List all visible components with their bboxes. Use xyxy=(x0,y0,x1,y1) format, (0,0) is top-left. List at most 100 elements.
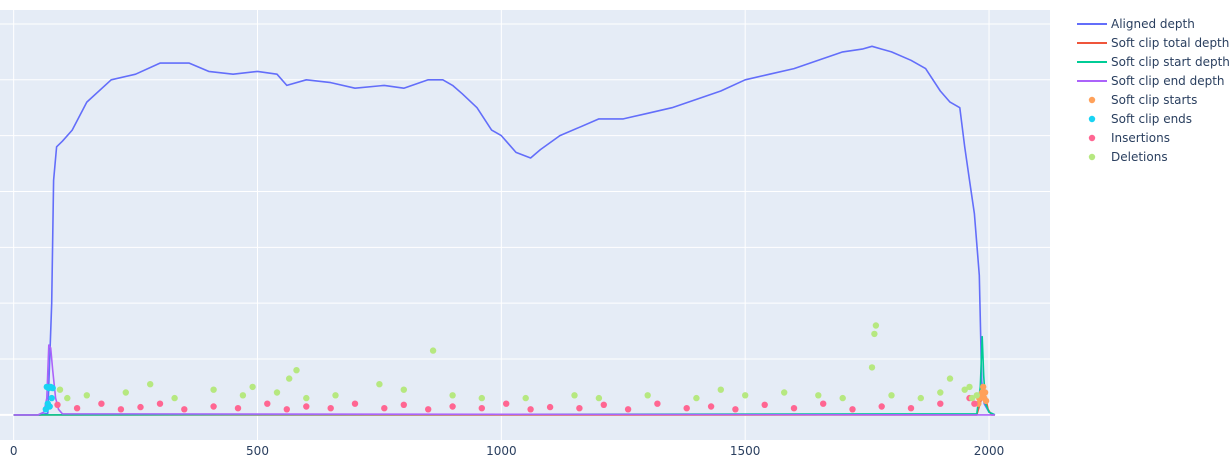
data-point xyxy=(98,400,105,407)
data-point xyxy=(868,364,876,371)
series-2 xyxy=(13,335,996,416)
x-tick-label: 1500 xyxy=(730,444,761,458)
data-point xyxy=(49,384,56,392)
data-point xyxy=(820,400,827,407)
data-point xyxy=(54,401,61,408)
legend-item[interactable]: Soft clip ends xyxy=(1088,112,1192,126)
data-point xyxy=(693,394,700,402)
data-point xyxy=(790,405,798,412)
data-point xyxy=(56,386,64,393)
series-6 xyxy=(54,394,978,413)
data-point xyxy=(973,392,980,399)
data-point xyxy=(449,403,456,410)
data-point xyxy=(381,405,388,412)
data-point xyxy=(732,406,739,413)
data-point xyxy=(503,400,510,407)
data-point xyxy=(937,400,944,407)
x-gridlines xyxy=(13,10,990,440)
data-point xyxy=(917,394,924,402)
data-point xyxy=(878,403,885,410)
data-point xyxy=(137,403,144,411)
x-tick-label: 0 xyxy=(10,444,18,458)
data-point xyxy=(181,406,188,413)
data-point xyxy=(683,405,690,412)
legend-item[interactable]: Soft clip total depth xyxy=(1077,36,1229,50)
data-point xyxy=(546,403,554,411)
legend-label: Soft clip start depth xyxy=(1111,55,1230,69)
data-point xyxy=(522,394,529,402)
data-point xyxy=(293,367,300,374)
data-point xyxy=(527,406,534,413)
legend-item[interactable]: Aligned depth xyxy=(1077,17,1195,31)
legend-label: Soft clip ends xyxy=(1111,112,1192,126)
data-point xyxy=(156,400,164,407)
data-point xyxy=(273,389,281,396)
series-line xyxy=(13,45,996,416)
data-point xyxy=(239,392,247,399)
data-point xyxy=(781,389,788,396)
data-point xyxy=(83,392,91,399)
data-point xyxy=(946,375,954,382)
x-tick-label: 1000 xyxy=(486,444,517,458)
data-point xyxy=(571,392,578,399)
data-point xyxy=(871,330,878,338)
data-point xyxy=(117,406,125,413)
data-point xyxy=(425,406,432,413)
plot-background xyxy=(0,10,1050,440)
data-point xyxy=(968,394,976,402)
legend-item[interactable]: Insertions xyxy=(1088,131,1170,145)
legend-swatch-marker xyxy=(1088,134,1096,142)
legend-swatch-marker xyxy=(1088,115,1096,123)
x-tick-label: 500 xyxy=(246,444,269,458)
series-layer xyxy=(13,45,996,416)
data-point xyxy=(376,381,383,388)
data-point xyxy=(742,392,749,399)
data-point xyxy=(351,400,359,407)
data-point xyxy=(210,386,217,393)
legend-label: Soft clip end depth xyxy=(1111,74,1225,88)
data-point xyxy=(980,383,987,391)
data-point xyxy=(624,406,632,413)
legend-item[interactable]: Soft clip end depth xyxy=(1077,74,1225,88)
series-5 xyxy=(42,383,56,413)
data-point xyxy=(717,386,724,393)
legend-item[interactable]: Soft clip start depth xyxy=(1077,55,1230,69)
data-point xyxy=(327,405,334,412)
data-point xyxy=(303,403,310,410)
data-point xyxy=(400,401,407,408)
data-point xyxy=(839,394,846,402)
legend-item[interactable]: Deletions xyxy=(1088,150,1168,164)
data-point xyxy=(815,392,822,399)
legend-label: Soft clip total depth xyxy=(1111,36,1229,50)
data-point xyxy=(888,392,895,399)
series-line xyxy=(13,335,996,416)
data-point xyxy=(654,400,661,407)
data-point xyxy=(982,397,990,405)
legend-swatch-marker xyxy=(1088,153,1096,161)
data-point xyxy=(478,394,485,402)
data-point xyxy=(449,392,456,399)
data-point xyxy=(644,392,651,399)
data-point xyxy=(283,406,290,413)
legend-label: Insertions xyxy=(1111,131,1170,145)
legend-label: Aligned depth xyxy=(1111,17,1195,31)
data-point xyxy=(761,401,768,408)
data-point xyxy=(249,383,256,391)
legend[interactable]: Aligned depth Soft clip total depth Soft c… xyxy=(1077,17,1230,164)
data-point xyxy=(707,403,715,410)
data-point xyxy=(849,406,856,413)
data-point xyxy=(961,386,968,393)
data-point xyxy=(595,394,603,402)
data-point xyxy=(600,401,607,408)
x-tick-label: 2000 xyxy=(974,444,1005,458)
legend-swatch-marker xyxy=(1088,96,1096,104)
data-point xyxy=(332,392,339,399)
data-point xyxy=(478,405,485,412)
series-7 xyxy=(56,322,980,402)
data-point xyxy=(937,389,944,396)
legend-label: Soft clip starts xyxy=(1111,93,1197,107)
data-point xyxy=(971,400,978,407)
data-point xyxy=(234,405,242,412)
legend-item[interactable]: Soft clip starts xyxy=(1088,93,1198,107)
